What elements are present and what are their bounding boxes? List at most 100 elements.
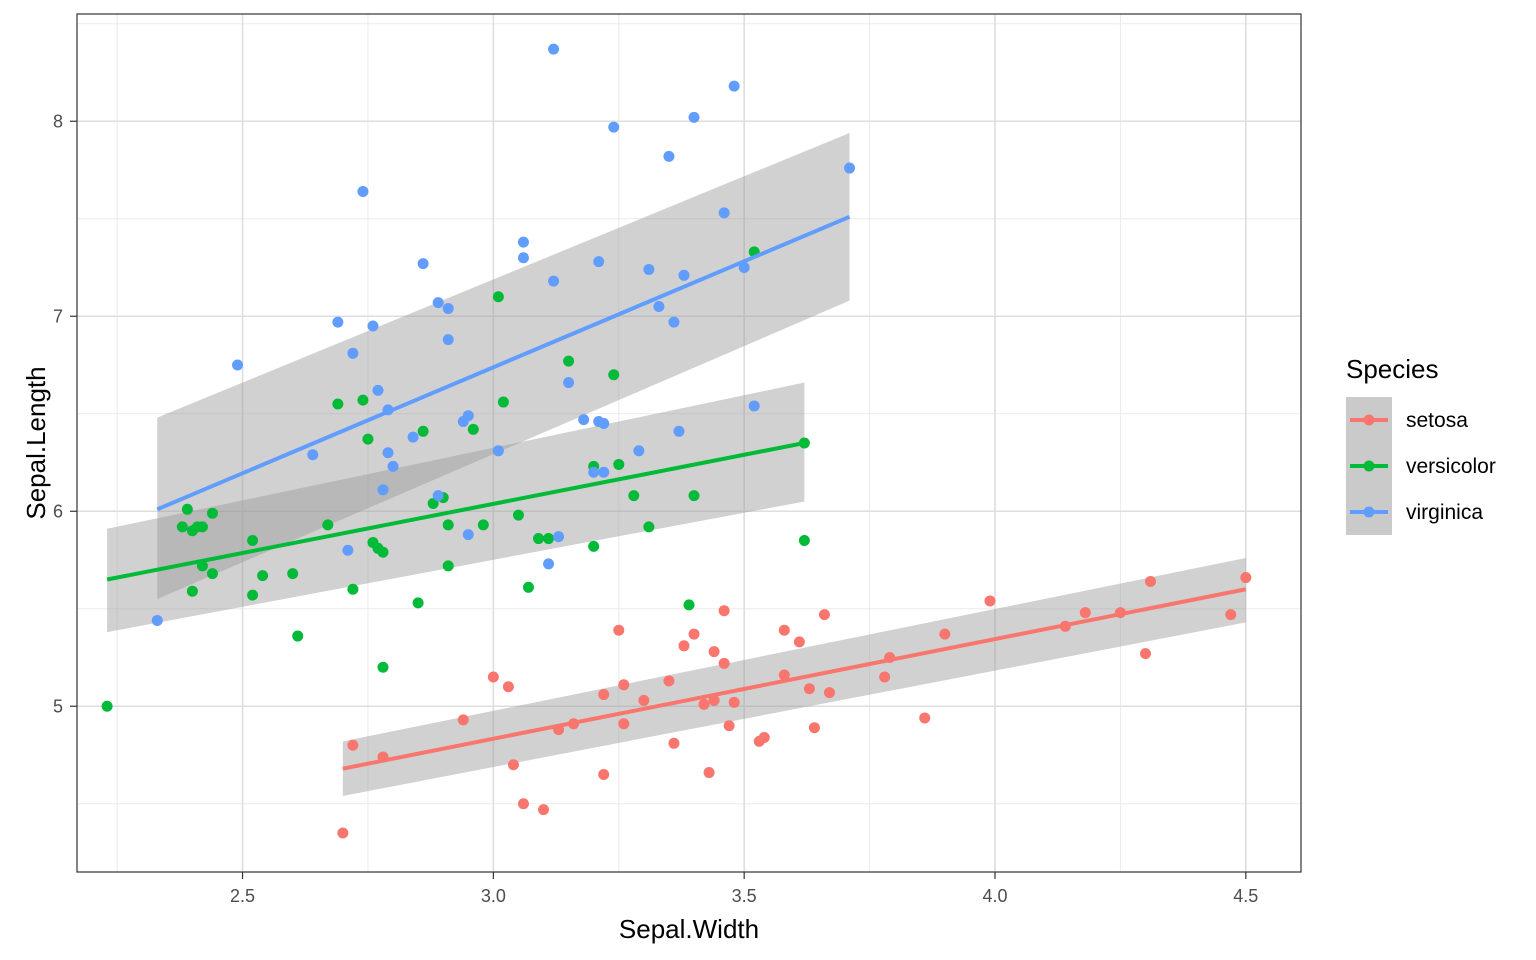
point-setosa xyxy=(507,759,519,771)
point-virginica xyxy=(578,414,590,426)
point-versicolor xyxy=(427,497,439,509)
legend-label-versicolor: versicolor xyxy=(1406,455,1496,478)
panel-border xyxy=(76,13,1302,873)
y-tick-label: 6 xyxy=(53,501,63,521)
point-versicolor xyxy=(533,533,545,545)
point-virginica xyxy=(462,529,474,541)
x-tick-label: 3.5 xyxy=(732,886,757,906)
legend-title: Species xyxy=(1346,354,1439,384)
point-setosa xyxy=(823,687,835,699)
point-versicolor xyxy=(186,585,198,597)
point-setosa xyxy=(939,628,951,640)
point-setosa xyxy=(708,694,720,706)
point-versicolor xyxy=(332,398,344,410)
point-setosa xyxy=(1079,607,1091,619)
point-virginica xyxy=(608,121,620,133)
point-setosa xyxy=(502,681,514,693)
data-points xyxy=(101,43,1252,839)
point-virginica xyxy=(563,377,575,389)
point-virginica xyxy=(432,490,444,502)
point-setosa xyxy=(538,804,550,816)
point-setosa xyxy=(808,722,820,734)
x-tick-label: 4.5 xyxy=(1233,886,1258,906)
x-tick-label: 3.0 xyxy=(481,886,506,906)
point-setosa xyxy=(663,675,675,687)
point-versicolor xyxy=(543,533,555,545)
point-versicolor xyxy=(206,507,218,519)
point-virginica xyxy=(387,460,399,472)
grid-major xyxy=(77,14,1301,872)
point-versicolor xyxy=(492,291,504,303)
point-versicolor xyxy=(181,503,193,515)
point-virginica xyxy=(673,425,685,437)
point-versicolor xyxy=(377,546,389,558)
point-versicolor xyxy=(247,589,259,601)
point-versicolor xyxy=(412,597,424,609)
point-virginica xyxy=(517,236,529,248)
legend-label-setosa: setosa xyxy=(1406,409,1468,432)
point-virginica xyxy=(593,256,605,268)
point-setosa xyxy=(347,739,359,751)
point-versicolor xyxy=(362,433,374,445)
point-virginica xyxy=(432,297,444,309)
point-setosa xyxy=(818,609,830,621)
point-virginica xyxy=(543,558,555,570)
point-setosa xyxy=(728,696,740,708)
point-setosa xyxy=(718,657,730,669)
point-virginica xyxy=(517,252,529,264)
point-versicolor xyxy=(176,521,188,533)
point-virginica xyxy=(367,320,379,332)
point-setosa xyxy=(793,636,805,648)
fit-line-versicolor xyxy=(106,441,805,582)
point-virginica xyxy=(663,150,675,162)
point-versicolor xyxy=(247,535,259,546)
fit-lines xyxy=(106,214,1247,771)
point-setosa xyxy=(758,731,770,743)
point-versicolor xyxy=(608,369,620,381)
point-virginica xyxy=(357,185,369,197)
point-virginica xyxy=(844,162,856,174)
point-setosa xyxy=(487,671,499,683)
point-versicolor xyxy=(798,535,810,546)
x-axis-title: Sepal.Width xyxy=(619,914,759,944)
point-versicolor xyxy=(347,583,359,595)
point-setosa xyxy=(457,714,469,726)
point-versicolor xyxy=(196,521,208,533)
point-virginica xyxy=(342,544,354,556)
point-virginica xyxy=(553,531,565,543)
point-virginica xyxy=(347,347,359,359)
x-tick-label: 4.0 xyxy=(982,886,1007,906)
point-versicolor xyxy=(257,570,269,582)
point-virginica xyxy=(417,258,429,270)
point-virginica xyxy=(728,80,740,92)
point-setosa xyxy=(879,671,891,683)
y-tick-label: 5 xyxy=(53,696,63,716)
point-virginica xyxy=(643,263,655,275)
point-setosa xyxy=(618,718,630,730)
point-versicolor xyxy=(357,394,369,406)
point-versicolor xyxy=(522,581,534,593)
y-tick-label: 8 xyxy=(53,111,63,131)
point-virginica xyxy=(668,316,680,328)
point-setosa xyxy=(638,694,650,706)
y-axis-title: Sepal.Length xyxy=(21,366,51,519)
point-setosa xyxy=(598,689,610,701)
point-setosa xyxy=(698,698,710,710)
point-setosa xyxy=(1225,609,1237,621)
confidence-band-virginica xyxy=(157,132,850,599)
point-setosa xyxy=(919,712,931,724)
point-virginica xyxy=(232,359,244,371)
point-setosa xyxy=(517,798,529,810)
point-virginica xyxy=(407,431,419,443)
point-virginica xyxy=(718,207,730,219)
point-virginica xyxy=(332,316,344,328)
point-versicolor xyxy=(442,519,454,531)
y-axis: 5 6 7 8 xyxy=(53,111,77,716)
point-setosa xyxy=(1145,575,1157,587)
point-versicolor xyxy=(377,661,389,673)
point-virginica xyxy=(307,449,319,461)
point-setosa xyxy=(723,720,735,732)
point-versicolor xyxy=(477,519,489,531)
point-setosa xyxy=(803,683,815,695)
